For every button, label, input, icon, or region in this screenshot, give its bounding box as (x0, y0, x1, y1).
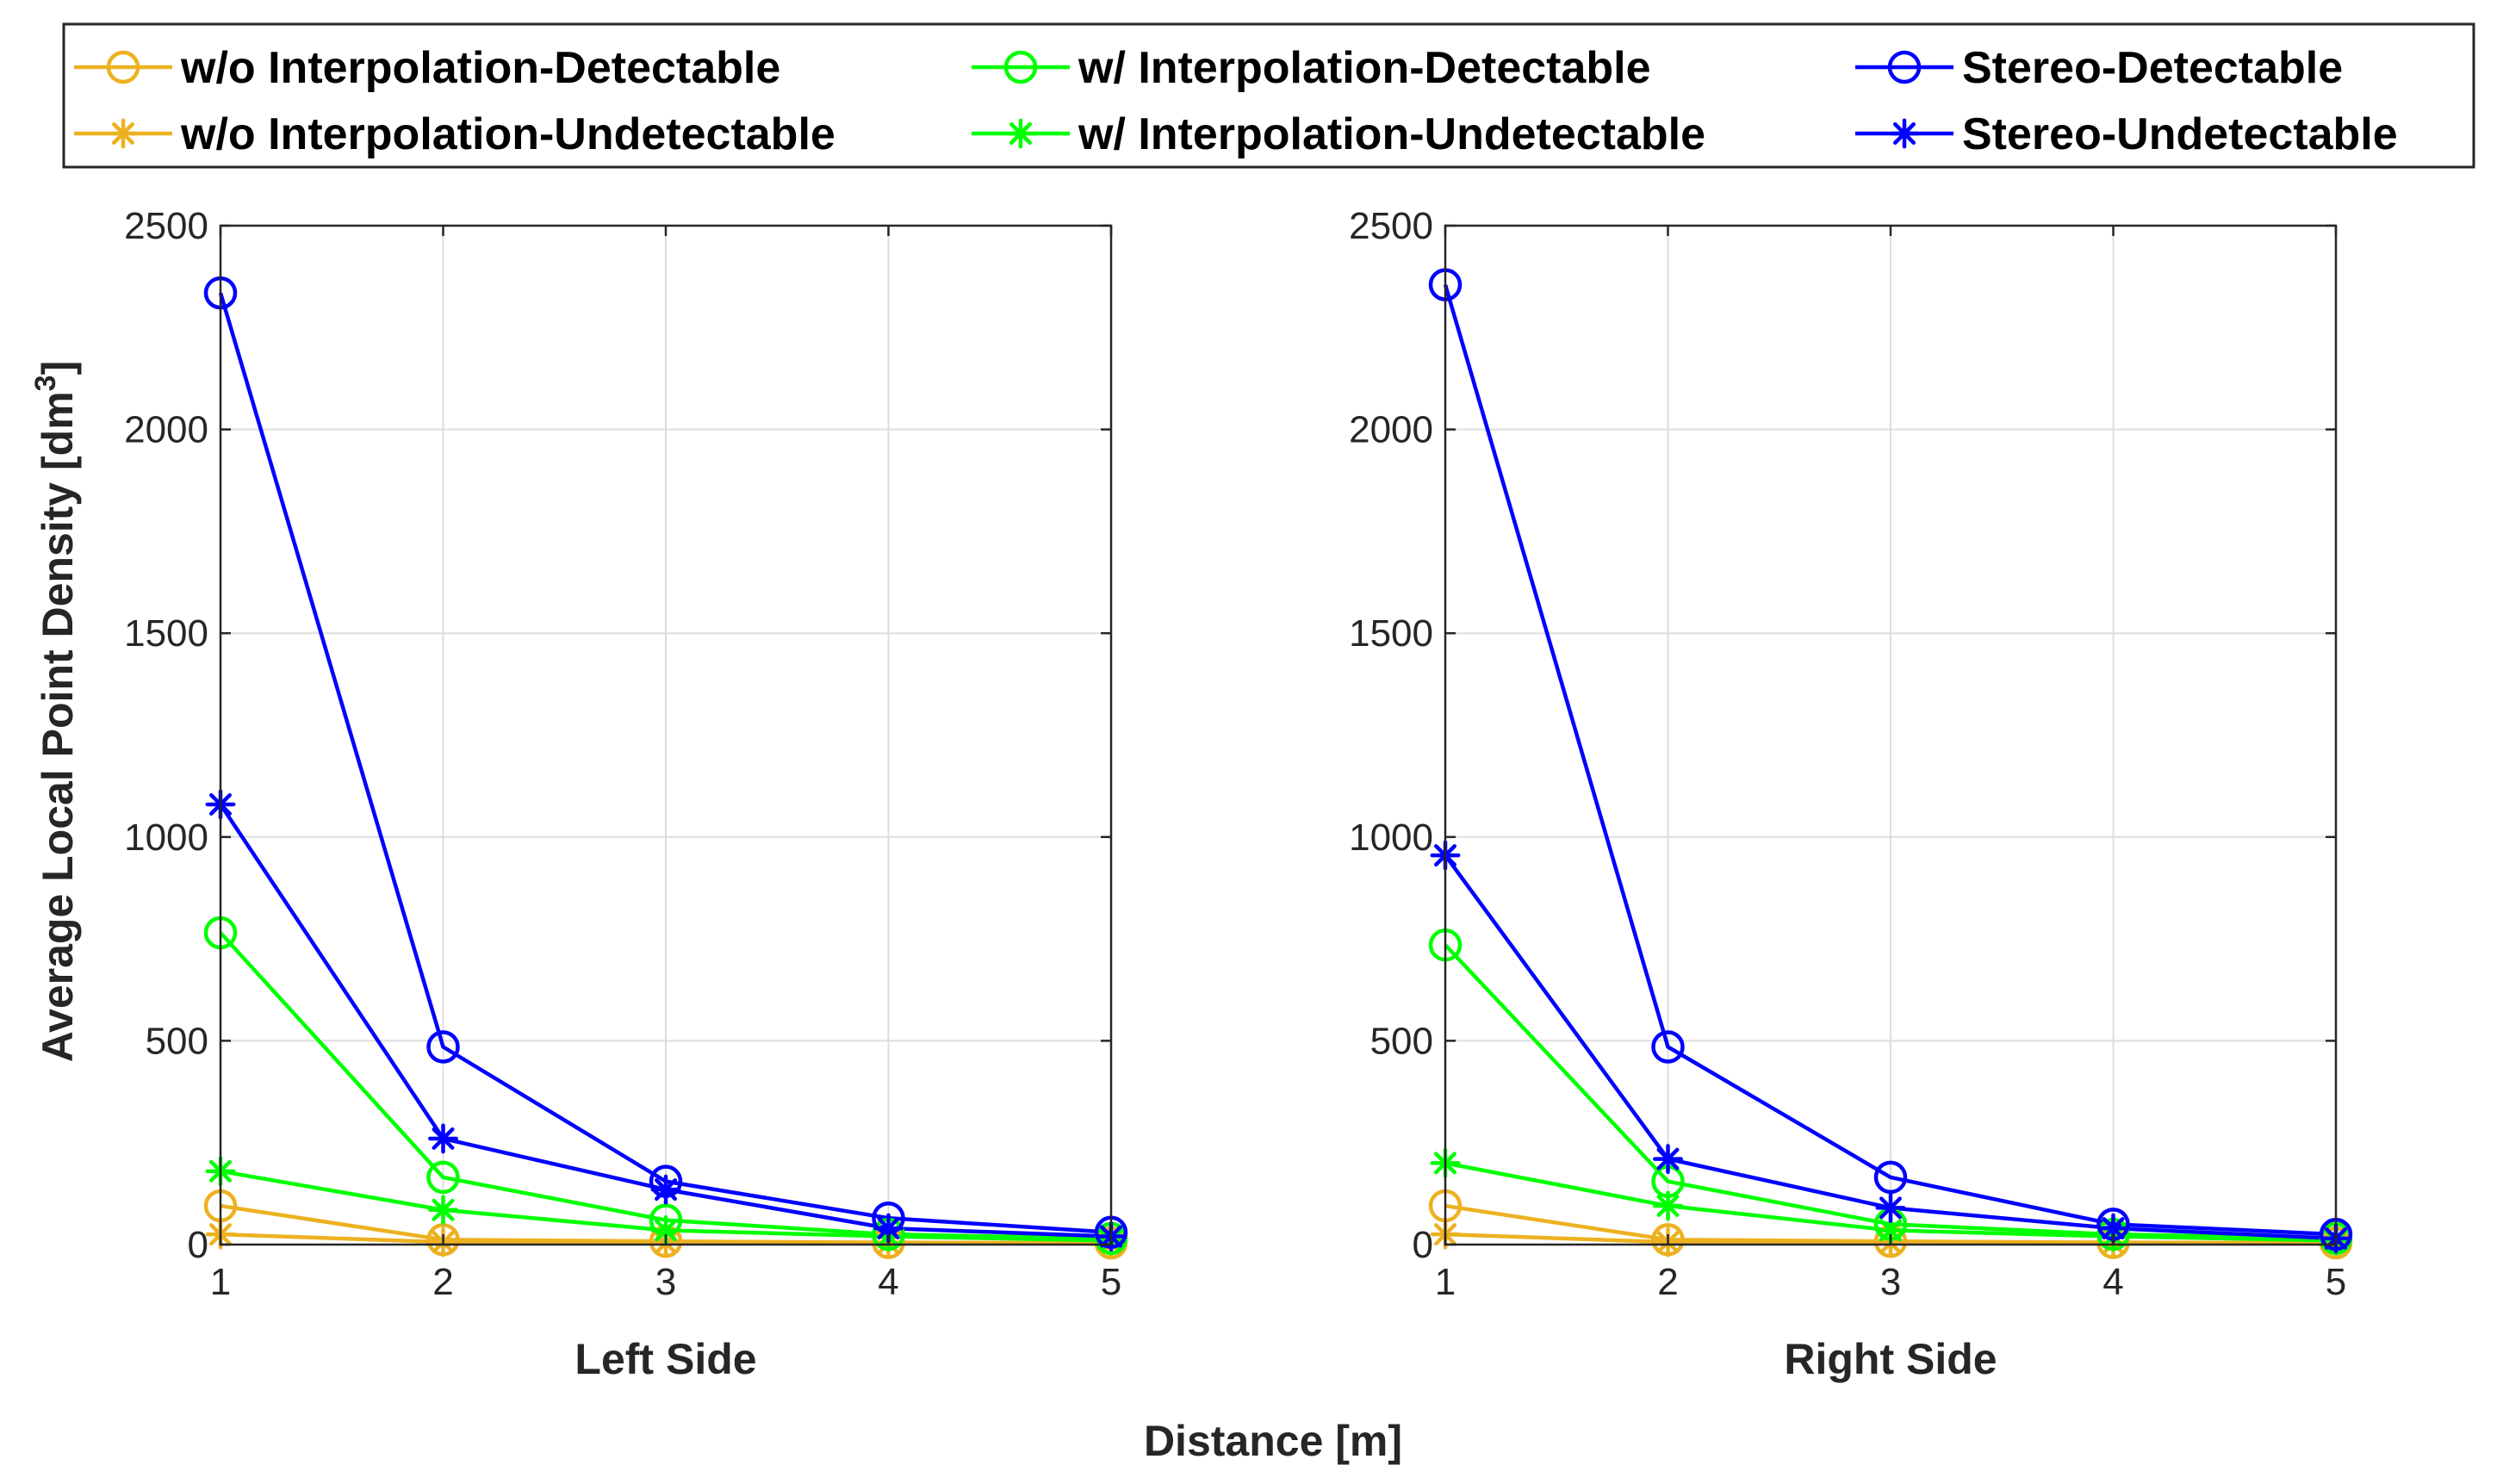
left-side-series-2-point-1 (426, 1160, 460, 1195)
legend-marker-5-stroke-3 (1893, 122, 1916, 145)
y-axis-label-superscript: 3 (29, 375, 62, 391)
left-side-ytick-label-4: 2000 (124, 409, 208, 451)
left-side-series-3-point-1-stroke-3 (432, 1198, 455, 1221)
y-axis-label: Average Local Point Density [dm3] (29, 361, 82, 1062)
left-side-series-4-point-1 (426, 1030, 460, 1064)
left-side-series-5-point-2-stroke-3 (655, 1178, 677, 1201)
right-side-ytick-label-5: 2500 (1349, 205, 1433, 247)
left-side-panel-title: Left Side (575, 1335, 756, 1383)
legend-marker-1 (1003, 50, 1038, 84)
right-side-series-4-point-1 (1651, 1030, 1685, 1064)
y-axis-label-suffix: ] (34, 361, 82, 376)
right-side-series-4-point-2 (1873, 1160, 1908, 1195)
left-side-series-3-point-2-stroke-3 (655, 1219, 677, 1242)
legend-marker-0 (106, 50, 140, 84)
left-side-ytick-label-5: 2500 (124, 205, 208, 247)
left-side-ytick-label-1: 500 (146, 1020, 208, 1062)
y-axis-label-main: Average Local Point Density [dm (34, 391, 82, 1062)
right-side-series-3-point-1-stroke-3 (1656, 1195, 1680, 1218)
right-side-xtick-label-2: 3 (1880, 1261, 1901, 1303)
left-side-ytick-label-0: 0 (188, 1224, 208, 1266)
right-side-xtick-label-4: 5 (2326, 1261, 2346, 1303)
right-side-series-3-point-2-stroke-3 (1879, 1219, 1902, 1242)
legend-label-1: w/ Interpolation-Detectable (1078, 43, 1651, 93)
right-side-ytick-label-2: 1000 (1349, 817, 1433, 859)
left-side-xtick-label-2: 3 (655, 1261, 676, 1303)
panel-right-side: 1 2 3 4 5 0 500 1000 1500 2000 2500 Right Side (1349, 205, 2353, 1383)
right-side-series-5-point-2-stroke-3 (1879, 1196, 1902, 1220)
left-side-series-5-point-2 (650, 1174, 681, 1205)
x-axis-label: Distance [m] (1144, 1417, 1402, 1465)
legend-entry-2: Stereo-Detectable (1855, 43, 2343, 93)
left-side-series-4-point-1-circle (426, 1030, 460, 1064)
legend-marker-3-stroke-3 (112, 122, 134, 145)
legend: w/o Interpolation-Detectable w/ Interpola… (62, 22, 2475, 169)
left-side-series-3-point-1 (428, 1195, 458, 1226)
legend-label-4: w/ Interpolation-Undetectable (1078, 109, 1705, 159)
legend-entry-3: w/o Interpolation-Undetectable (74, 109, 835, 159)
legend-label-2: Stereo-Detectable (1962, 43, 2343, 93)
legend-marker-5 (1889, 118, 1920, 149)
left-side-series-5-point-1-stroke-3 (432, 1127, 455, 1150)
left-side-xtick-label-3: 4 (878, 1261, 898, 1303)
legend-label-3: w/o Interpolation-Undetectable (180, 109, 835, 159)
left-side-xtick-label-4: 5 (1101, 1261, 1121, 1303)
right-side-series-5-point-2 (1875, 1192, 1906, 1223)
legend-entry-1: w/ Interpolation-Detectable (972, 43, 1651, 93)
legend-marker-2 (1887, 50, 1922, 84)
right-side-ytick-label-3: 1500 (1349, 612, 1433, 655)
legend-entry-0: w/o Interpolation-Detectable (74, 43, 780, 93)
legend-marker-4 (1005, 118, 1036, 149)
left-side-series-2-point-1-circle (426, 1160, 460, 1195)
legend-marker-4-stroke-3 (1009, 122, 1032, 145)
legend-label-0: w/o Interpolation-Detectable (180, 43, 780, 93)
legend-marker-2-circle (1887, 50, 1922, 84)
left-side-series-5-point-3-stroke-3 (877, 1217, 900, 1240)
legend-label-5: Stereo-Undetectable (1962, 109, 2398, 159)
right-side-xtick-label-1: 2 (1657, 1261, 1678, 1303)
right-side-panel-title: Right Side (1784, 1335, 1997, 1383)
left-side-ticks: 1 2 3 4 5 0 500 1000 1500 2000 2500 (124, 205, 1121, 1303)
legend-marker-3 (108, 118, 139, 149)
right-side-ytick-label-0: 0 (1413, 1224, 1433, 1266)
left-side-xtick-label-1: 2 (432, 1261, 453, 1303)
legend-entries: w/o Interpolation-Detectable w/ Interpola… (74, 43, 2398, 159)
right-side-series-3-point-1 (1653, 1190, 1683, 1221)
left-side-series-5-point-1 (428, 1123, 458, 1154)
left-side-xtick-label-0: 1 (210, 1261, 231, 1303)
right-side-ytick-label-1: 500 (1370, 1020, 1433, 1062)
left-side-ytick-label-2: 1000 (124, 817, 208, 859)
right-side-series-4-point-2-circle (1873, 1160, 1908, 1195)
left-side-ytick-label-3: 1500 (124, 612, 208, 655)
right-side-xtick-label-3: 4 (2102, 1261, 2123, 1303)
right-side-series-4-point-1-circle (1651, 1030, 1685, 1064)
right-side-ytick-label-4: 2000 (1349, 409, 1433, 451)
legend-box (62, 22, 2475, 169)
right-side-ticks: 1 2 3 4 5 0 500 1000 1500 2000 2500 (1349, 205, 2346, 1303)
legend-entry-4: w/ Interpolation-Undetectable (972, 109, 1705, 159)
right-side-series-5-point-1 (1653, 1144, 1683, 1175)
legend-entry-5: Stereo-Undetectable (1855, 109, 2398, 159)
right-side-xtick-label-0: 1 (1435, 1261, 1456, 1303)
right-side-series-line-4 (1443, 283, 2337, 1237)
legend-marker-0-circle (106, 50, 140, 84)
legend-marker-1-circle (1003, 50, 1038, 84)
right-side-series-5-point-1-stroke-3 (1656, 1147, 1680, 1170)
panel-left-side: 1 2 3 4 5 0 500 1000 1500 2000 2500 Left Side (124, 205, 1128, 1383)
right-side-series-5-point-3-stroke-3 (2102, 1217, 2125, 1240)
